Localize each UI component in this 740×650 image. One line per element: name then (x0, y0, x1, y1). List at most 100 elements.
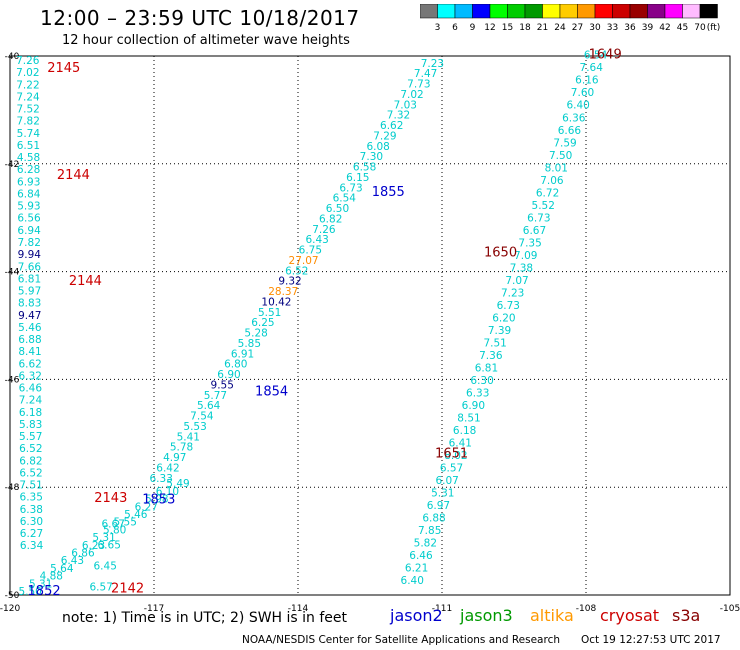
swh-value: 8.41 (18, 346, 41, 358)
swh-value: 6.73 (527, 212, 550, 224)
x-tick-label: -120 (0, 604, 20, 614)
swh-value: 5.55 (114, 517, 137, 529)
swh-value: 6.10 (156, 486, 179, 498)
swh-value: 5.80 (103, 524, 126, 536)
colorbar-tick-label: 39 (642, 23, 654, 33)
legend-cryosat: cryosat (600, 606, 660, 625)
swh-value: 7.60 (571, 87, 594, 99)
swh-value: 6.81 (475, 363, 498, 375)
x-tick-label: -105 (720, 604, 740, 614)
swh-value: 6.43 (61, 555, 84, 567)
colorbar-tick-label: 27 (572, 23, 583, 33)
swh-value: 7.47 (414, 68, 437, 80)
swh-value: 5.49 (166, 478, 189, 490)
colorbar-tick-label: 36 (624, 23, 636, 33)
swh-value: 7.85 (418, 525, 441, 537)
swh-value: 6.52 (285, 265, 308, 277)
swh-value: 6.88 (422, 513, 445, 525)
track-jason2-pass-1854: 7.237.477.737.027.037.326.627.296.087.30… (150, 58, 445, 485)
swh-value: 7.35 (518, 237, 541, 249)
swh-value: 6.52 (19, 467, 42, 479)
pass-time-label: 2144 (69, 274, 102, 289)
swh-value: 7.23 (501, 287, 524, 299)
swh-value: 6.21 (405, 563, 428, 575)
track-jason2-pass-1853: 5.496.105.986.275.465.555.805.316.236.86… (18, 478, 189, 598)
swh-value: 4.88 (40, 571, 63, 583)
swh-value: 5.28 (244, 328, 267, 340)
swh-value: 6.66 (558, 125, 582, 137)
swh-value: 6.45 (94, 561, 117, 573)
pass-time-label: 2144 (57, 168, 90, 183)
swh-colorbar: 3 6 9 12 15 18 21 24 27 30 33 36 39 42 45 70 (ft) (420, 4, 720, 33)
swh-value: 7.51 (483, 337, 506, 349)
y-tick-label: -42 (5, 160, 20, 170)
swh-value: 6.57 (90, 582, 113, 594)
swh-value: 7.38 (510, 262, 533, 274)
track-cryosat-pass: 7.267.027.227.247.527.825.746.514.586.28… (16, 55, 44, 552)
swh-value: 9.55 (211, 379, 234, 391)
swh-value: 6.80 (224, 359, 247, 371)
y-tick-label: -46 (5, 375, 20, 385)
swh-value: 6.50 (326, 203, 349, 215)
swh-value: 6.07 (435, 475, 458, 487)
colorbar-tick-label: 9 (470, 23, 476, 33)
swh-value: 6.32 (19, 370, 42, 382)
swh-value: 7.66 (18, 261, 42, 273)
swh-value: 4.97 (163, 452, 186, 464)
swh-value: 6.35 (20, 492, 43, 504)
swh-value: 6.42 (156, 462, 179, 474)
footnote: note: 1) Time is in UTC; 2) SWH is in fe… (62, 610, 348, 626)
swh-value: 6.72 (536, 187, 559, 199)
swh-value: 7.07 (505, 275, 528, 287)
swh-value: 7.03 (394, 99, 417, 111)
pass-time-label: 2142 (111, 581, 144, 596)
swh-value: 6.82 (19, 455, 42, 467)
swh-value: 5.53 (183, 421, 206, 433)
colorbar-tick-label: 24 (554, 23, 566, 33)
swh-value: 5.78 (170, 442, 193, 454)
swh-value: 9.47 (18, 310, 41, 322)
swh-value: 7.64 (580, 62, 604, 74)
swh-value: 6.30 (20, 516, 43, 528)
swh-value: 5.77 (204, 390, 227, 402)
swh-value: 8.51 (457, 413, 480, 425)
swh-value: 6.73 (497, 300, 520, 312)
swh-value: 5.83 (19, 419, 42, 431)
swh-value: 5.64 (50, 563, 74, 575)
swh-value: 5.46 (124, 509, 148, 521)
legend-jason2: jason2 (390, 606, 443, 625)
swh-value: 6.58 (353, 162, 376, 174)
swh-value: 6.25 (251, 317, 274, 329)
swh-value: 7.09 (514, 250, 537, 262)
swh-value: 6.57 (440, 463, 463, 475)
swh-value: 6.97 (427, 500, 450, 512)
colorbar-tick-label: 70 (694, 23, 706, 33)
swh-value: 6.67 (523, 225, 546, 237)
swh-value: 5.82 (414, 538, 437, 550)
swh-value: 7.73 (407, 79, 430, 91)
swh-value: 6.15 (346, 172, 369, 184)
swh-value: 6.75 (299, 245, 322, 257)
swh-value: 6.27 (135, 501, 158, 513)
pass-time-label: 1854 (255, 385, 288, 400)
swh-value: 8.02 (444, 450, 467, 462)
swh-value: 6.90 (217, 369, 240, 381)
swh-value: 6.41 (449, 438, 472, 450)
x-tick-label: -114 (288, 604, 309, 614)
map-title: 12:00 – 23:59 UTC 10/18/2017 (40, 6, 360, 30)
swh-value: 6.90 (462, 400, 485, 412)
colorbar-tick-label: 6 (452, 23, 458, 33)
swh-value: 6.30 (470, 375, 493, 387)
colorbar-tick-label: 33 (607, 23, 618, 33)
colorbar-tick-label: 12 (484, 23, 495, 33)
swh-value: 5.97 (18, 286, 41, 298)
pass-time-label: 1852 (28, 584, 61, 599)
x-tick-label: -111 (432, 604, 452, 614)
colorbar-tick-label: 3 (435, 23, 441, 33)
swh-value: 6.27 (20, 528, 43, 540)
swh-value: 7.02 (400, 89, 423, 101)
swh-value: 6.62 (18, 358, 41, 370)
map-frame (9, 55, 731, 596)
swh-value: 28.37 (268, 286, 298, 298)
swh-value: 5.31 (431, 488, 454, 500)
